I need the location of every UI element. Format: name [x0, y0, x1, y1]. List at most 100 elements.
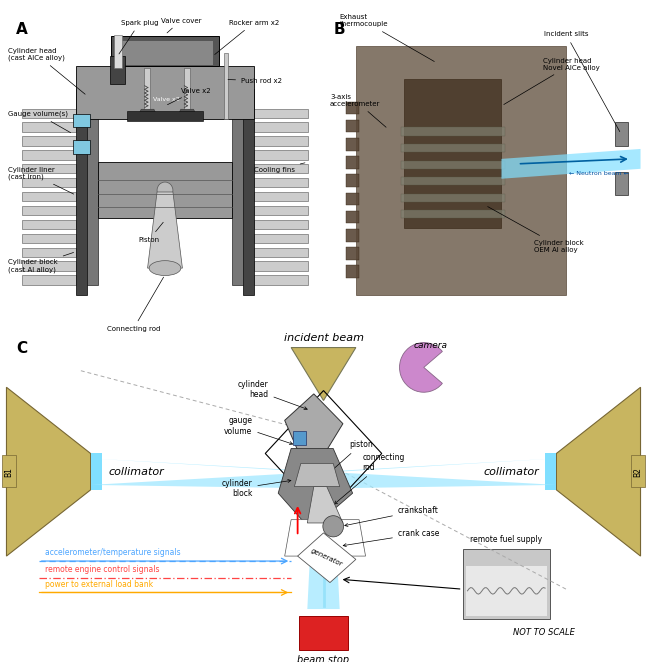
Polygon shape [285, 394, 343, 450]
FancyBboxPatch shape [401, 127, 505, 136]
FancyBboxPatch shape [76, 89, 87, 295]
Text: Valve x2: Valve x2 [168, 87, 210, 105]
FancyBboxPatch shape [254, 206, 308, 215]
FancyBboxPatch shape [22, 178, 76, 187]
Polygon shape [307, 487, 343, 523]
Text: Cylinder head
(cast AlCe alloy): Cylinder head (cast AlCe alloy) [8, 48, 85, 94]
Text: Spark plug: Spark plug [119, 20, 159, 54]
Text: Gauge volume(s): Gauge volume(s) [8, 111, 71, 132]
FancyBboxPatch shape [346, 211, 359, 224]
Text: piston: piston [329, 440, 373, 473]
FancyBboxPatch shape [22, 275, 76, 285]
Polygon shape [6, 387, 91, 556]
Text: cylinder
block: cylinder block [221, 479, 291, 498]
FancyBboxPatch shape [401, 144, 505, 152]
Text: Rocker arm x2: Rocker arm x2 [215, 20, 279, 54]
FancyBboxPatch shape [401, 177, 505, 185]
Ellipse shape [149, 261, 181, 275]
FancyBboxPatch shape [144, 68, 150, 118]
Text: Cylinder block
(cast Al alloy): Cylinder block (cast Al alloy) [8, 252, 74, 273]
Text: C: C [16, 341, 27, 356]
FancyBboxPatch shape [615, 172, 628, 195]
FancyBboxPatch shape [404, 79, 501, 228]
FancyBboxPatch shape [22, 234, 76, 243]
Text: Cooling fins: Cooling fins [254, 163, 305, 173]
Polygon shape [545, 453, 556, 490]
Polygon shape [176, 109, 198, 119]
Polygon shape [148, 192, 182, 268]
FancyBboxPatch shape [254, 164, 308, 173]
FancyBboxPatch shape [346, 101, 359, 114]
Text: Valve cover: Valve cover [160, 17, 201, 33]
FancyBboxPatch shape [22, 206, 76, 215]
FancyBboxPatch shape [22, 261, 76, 271]
FancyBboxPatch shape [254, 109, 308, 118]
FancyBboxPatch shape [109, 56, 126, 84]
FancyBboxPatch shape [346, 120, 359, 132]
FancyBboxPatch shape [254, 150, 308, 160]
Text: B: B [333, 21, 345, 36]
FancyBboxPatch shape [299, 616, 348, 650]
Text: collimator: collimator [483, 467, 539, 477]
FancyBboxPatch shape [254, 234, 308, 243]
FancyBboxPatch shape [293, 432, 307, 445]
FancyBboxPatch shape [22, 220, 76, 229]
Text: collimator: collimator [108, 467, 164, 477]
Text: Cylinder block
OEM Al alloy: Cylinder block OEM Al alloy [488, 207, 584, 253]
Text: Push rod x2: Push rod x2 [228, 77, 282, 84]
Text: Cylinder head
Novel AlCe alloy: Cylinder head Novel AlCe alloy [504, 58, 600, 105]
Polygon shape [91, 453, 102, 490]
FancyBboxPatch shape [232, 103, 243, 285]
FancyBboxPatch shape [346, 138, 359, 151]
FancyBboxPatch shape [254, 220, 308, 229]
FancyBboxPatch shape [615, 122, 628, 146]
FancyBboxPatch shape [466, 566, 547, 616]
FancyBboxPatch shape [114, 34, 122, 68]
Polygon shape [278, 449, 353, 530]
FancyBboxPatch shape [356, 46, 566, 295]
Text: camera: camera [413, 341, 447, 350]
FancyBboxPatch shape [346, 193, 359, 205]
FancyBboxPatch shape [254, 248, 308, 257]
Text: crank case: crank case [343, 529, 439, 547]
Text: connecting
rod: connecting rod [334, 453, 404, 504]
Text: NOT TO SCALE: NOT TO SCALE [512, 628, 575, 637]
Text: Exhaust
thermocouple: Exhaust thermocouple [340, 15, 434, 62]
Text: cylinder
head: cylinder head [237, 380, 307, 410]
FancyBboxPatch shape [22, 150, 76, 160]
Text: Incident slits: Incident slits [544, 31, 620, 132]
FancyBboxPatch shape [98, 162, 232, 218]
Text: Connecting rod: Connecting rod [107, 277, 164, 332]
FancyBboxPatch shape [127, 111, 203, 121]
FancyBboxPatch shape [401, 160, 505, 169]
FancyBboxPatch shape [76, 66, 254, 119]
FancyBboxPatch shape [22, 122, 76, 132]
Circle shape [323, 516, 344, 537]
Polygon shape [556, 387, 641, 556]
Polygon shape [307, 480, 340, 609]
Polygon shape [298, 533, 356, 583]
Text: generator: generator [310, 547, 344, 568]
Text: 3-axis
accelerometer: 3-axis accelerometer [330, 94, 386, 127]
FancyBboxPatch shape [22, 136, 76, 146]
FancyBboxPatch shape [254, 261, 308, 271]
FancyBboxPatch shape [87, 103, 98, 285]
Text: B1: B1 [5, 467, 14, 477]
FancyBboxPatch shape [243, 89, 254, 295]
FancyBboxPatch shape [254, 192, 308, 201]
FancyBboxPatch shape [401, 211, 505, 218]
Wedge shape [399, 343, 443, 392]
Text: incident beam: incident beam [283, 333, 364, 343]
Text: remote fuel supply: remote fuel supply [470, 536, 542, 544]
Text: beam stop: beam stop [298, 655, 349, 662]
FancyBboxPatch shape [631, 455, 646, 487]
FancyBboxPatch shape [224, 53, 228, 119]
FancyBboxPatch shape [22, 164, 76, 173]
FancyBboxPatch shape [22, 192, 76, 201]
Text: accelerometer/temperature signals: accelerometer/temperature signals [45, 548, 181, 557]
FancyBboxPatch shape [254, 275, 308, 285]
Text: power to external load bank: power to external load bank [45, 579, 153, 589]
FancyBboxPatch shape [346, 248, 359, 260]
FancyBboxPatch shape [22, 248, 76, 257]
FancyBboxPatch shape [346, 229, 359, 242]
